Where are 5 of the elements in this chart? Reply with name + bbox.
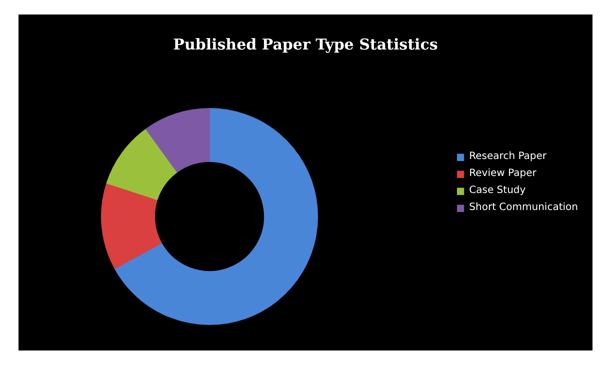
chart-title: Published Paper Type Statistics [173, 36, 438, 54]
legend-label: Case Study [469, 185, 526, 196]
legend-label: Short Communication [469, 202, 578, 213]
legend-label: Research Paper [469, 151, 547, 162]
legend-label: Review Paper [469, 168, 536, 179]
